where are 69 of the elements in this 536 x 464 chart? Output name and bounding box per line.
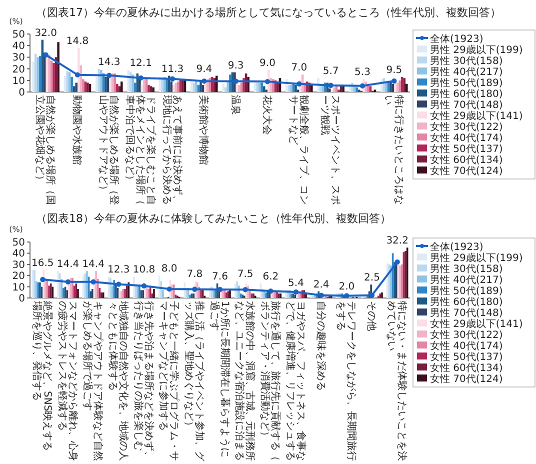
data-label: 7.6 [212, 271, 228, 282]
legend-label: 女性 70代(124) [430, 373, 503, 385]
legend-label: 男性 40代(217) [430, 274, 503, 286]
y-tick-label: 30 [12, 260, 25, 271]
data-label: 5.3 [354, 67, 370, 78]
legend-label: 男性 50代(189) [430, 77, 503, 89]
data-label: 14.4 [56, 259, 80, 270]
legend-label: 男性 29歳以下(199) [430, 252, 523, 264]
y-axis-title: (%) [9, 17, 23, 26]
data-label: 14.8 [66, 36, 89, 47]
chart-title: （図表17）今年の夏休みに出かける場所として気になっているところ（性年代別、複数回答） [36, 6, 501, 19]
chart-title: （図表18）今年の夏休みに体験してみたいこと（性年代別、複数回答） [36, 212, 391, 225]
data-label: 2.4 [313, 279, 330, 290]
legend-label: 男性 50代(189) [430, 285, 503, 297]
data-label: 12.1 [130, 58, 152, 69]
data-label: 5.7 [322, 66, 339, 78]
legend-label: 全体(1923) [430, 33, 484, 45]
data-label: 16.5 [32, 258, 54, 269]
legend-label: 男性 60代(180) [430, 296, 503, 308]
y-tick-label: 10 [12, 282, 25, 294]
legend-label: 女性 50代(137) [430, 351, 503, 363]
data-label: 2.0 [338, 282, 355, 293]
y-tick-label: 50 [12, 238, 25, 248]
data-label: 8.0 [161, 264, 178, 275]
legend-label: 女性 60代(134) [430, 362, 503, 374]
data-label: 10.8 [132, 264, 156, 276]
y-tick-label: 0 [18, 88, 25, 98]
legend-label: 女性 40代(174) [430, 340, 503, 352]
data-label: 7.8 [186, 269, 203, 280]
legend-label: 男性 40代(217) [430, 66, 503, 78]
data-label: 2.5 [364, 272, 380, 284]
legend-label: 女性 30代(122) [430, 329, 503, 341]
data-label: 9.0 [260, 58, 276, 69]
y-tick-label: 20 [12, 64, 25, 76]
data-label: 5.4 [288, 278, 304, 290]
data-label: 11.3 [161, 64, 184, 75]
data-label: 12.3 [108, 264, 130, 276]
y-tick-label: 10 [12, 76, 25, 87]
legend-label: 男性 70代(148) [430, 99, 503, 111]
data-label: 7.5 [237, 269, 254, 280]
data-label: 14.4 [82, 259, 104, 270]
legend-label: 女性 50代(137) [430, 143, 503, 155]
y-axis-title: (%) [9, 225, 23, 234]
legend-label: 男性 29歳以下(199) [430, 44, 523, 56]
data-label: 6.2 [262, 271, 279, 282]
y-tick-label: 50 [12, 30, 25, 40]
y-tick-label: 20 [12, 271, 25, 282]
legend-label: 男性 30代(158) [430, 263, 503, 275]
data-label: 32.2 [386, 236, 408, 247]
data-label: 9.5 [386, 64, 402, 76]
data-label: 9.4 [196, 64, 212, 75]
legend-label: 女性 70代(124) [430, 165, 503, 177]
legend-label: 男性 60代(180) [430, 88, 503, 100]
legend-label: 全体(1923) [430, 241, 484, 253]
y-tick-label: 30 [12, 52, 25, 64]
y-tick-label: 40 [12, 41, 25, 52]
data-label: 32.0 [34, 28, 57, 39]
legend-label: 男性 70代(148) [430, 307, 503, 319]
legend-label: 女性 60代(134) [430, 154, 503, 166]
legend-label: 女性 40代(174) [430, 132, 503, 144]
y-tick-label: 0 [18, 294, 25, 304]
data-label: 14.3 [98, 56, 120, 68]
legend-label: 女性 30代(122) [430, 121, 503, 133]
data-label: 9.3 [228, 60, 244, 72]
legend-label: 男性 30代(158) [430, 55, 503, 67]
data-label: 7.0 [291, 62, 308, 74]
legend-label: 女性 29歳以下(141) [430, 318, 523, 330]
y-tick-label: 40 [12, 248, 25, 260]
legend-label: 女性 29歳以下(141) [430, 110, 523, 122]
